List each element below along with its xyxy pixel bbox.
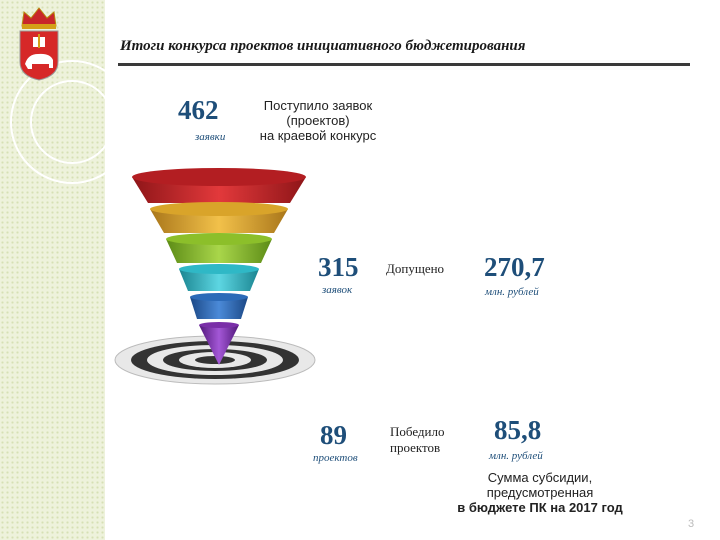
caption-line: предусмотренная [486,485,594,500]
funnel-layer-red [132,168,306,203]
funnel-layer-blue [190,293,248,319]
title-underline [118,63,690,66]
perm-krai-coat-of-arms-icon [19,7,59,81]
won-sum-unit: млн. рублей [489,450,543,462]
admitted-caption: Допущено [386,261,445,276]
caption-line: проектов [390,440,441,455]
sidebar-decoration [0,0,134,540]
target-rings [114,335,316,385]
funnel-layer-purple [199,322,239,365]
funnel-target-icon [114,168,316,385]
admitted-sum: 270,7 [484,252,545,282]
received-unit: заявки [195,131,226,143]
won-number: 89 [320,420,347,450]
received-number: 462 [178,95,219,125]
won-unit: проектов [313,452,358,464]
admitted-unit: заявок [322,284,353,296]
caption-line: на краевой конкурс [259,128,377,143]
sidebar-circle [30,80,114,164]
received-caption: Поступило заявок (проектов) на краевой к… [248,98,388,143]
sidebar-circle [10,60,134,184]
subsidy-caption: Сумма субсидии, предусмотренная в бюджет… [440,470,640,515]
caption-line: Сумма субсидии, [487,470,593,485]
funnel-layer-green [166,233,272,263]
caption-line-bold: в бюджете ПК на 2017 год [457,500,623,515]
won-caption: Победило проектов [390,424,445,456]
caption-line: Победило [390,424,445,439]
funnel-layer-orange [150,202,288,233]
funnel-layer-cyan [179,264,259,291]
caption-line: Поступило заявок [263,98,373,113]
page-title: Итоги конкурса проектов инициативного бю… [120,38,526,54]
won-sum: 85,8 [494,415,542,445]
admitted-sum-unit: млн. рублей [485,286,539,298]
caption-line: (проектов) [286,113,350,128]
admitted-number: 315 [318,252,359,282]
page-number: 3 [688,518,695,530]
